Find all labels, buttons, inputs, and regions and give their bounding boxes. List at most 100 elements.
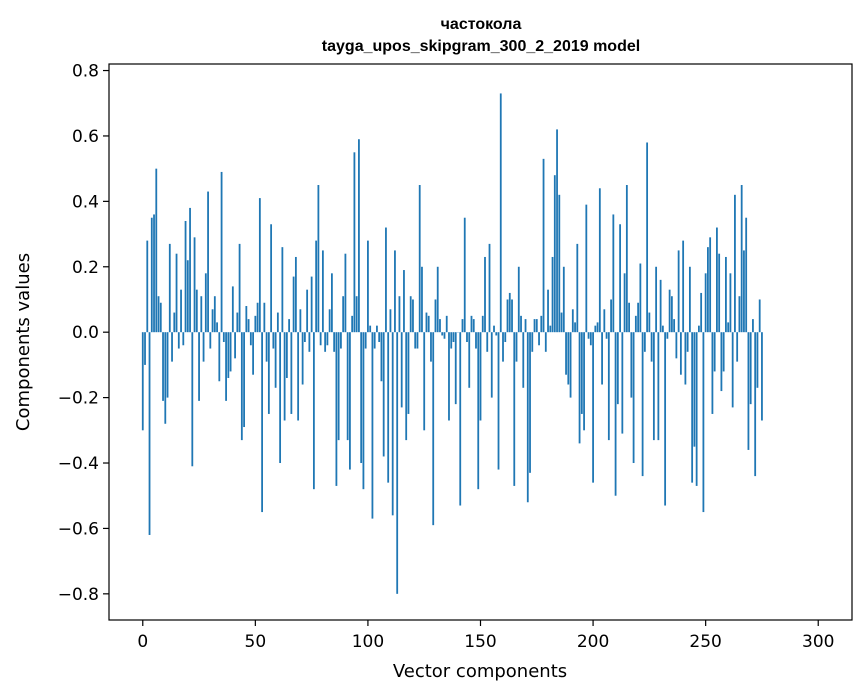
bar xyxy=(146,240,149,333)
bar xyxy=(598,188,601,333)
bar xyxy=(270,224,273,333)
bar xyxy=(756,332,759,388)
bar xyxy=(648,312,651,333)
bar xyxy=(695,332,698,486)
bar xyxy=(657,332,660,441)
bar xyxy=(355,296,358,333)
bar xyxy=(484,256,486,333)
bar xyxy=(466,332,468,342)
bar xyxy=(556,129,558,333)
bar xyxy=(150,217,153,333)
y-tick-label: −0.2 xyxy=(58,389,99,409)
bar xyxy=(553,175,556,333)
bar xyxy=(346,332,349,441)
bar xyxy=(450,332,453,349)
bar xyxy=(749,332,752,405)
bar xyxy=(279,332,282,464)
bar xyxy=(511,299,513,333)
bar xyxy=(549,325,552,333)
bar xyxy=(538,332,540,346)
bar xyxy=(713,332,716,372)
bar xyxy=(292,276,295,333)
bar xyxy=(619,224,621,333)
bar xyxy=(171,332,173,362)
bar xyxy=(533,319,536,333)
y-tick-label: −0.8 xyxy=(58,585,99,605)
bar xyxy=(718,253,721,333)
bar xyxy=(331,273,333,333)
bar xyxy=(659,279,662,333)
bar xyxy=(677,250,680,333)
bar xyxy=(562,266,565,333)
bar xyxy=(610,299,612,333)
bar xyxy=(274,332,277,388)
bar xyxy=(535,319,538,333)
bar xyxy=(524,319,527,333)
bar xyxy=(153,214,155,333)
bar xyxy=(254,315,257,333)
bar xyxy=(754,332,757,477)
bar xyxy=(200,296,203,333)
bar xyxy=(643,332,646,352)
bar xyxy=(333,332,336,352)
bar xyxy=(157,296,160,333)
bar xyxy=(216,322,218,333)
bar xyxy=(166,332,169,398)
bar xyxy=(479,332,482,421)
bar xyxy=(412,299,414,333)
bar xyxy=(376,325,378,333)
bar xyxy=(321,250,324,333)
bar xyxy=(436,266,439,333)
bar xyxy=(294,256,297,333)
bar xyxy=(682,240,685,333)
bar xyxy=(252,332,254,375)
bar xyxy=(576,243,579,333)
bar xyxy=(716,227,718,333)
bar xyxy=(650,332,653,362)
bar xyxy=(249,332,252,346)
bar xyxy=(621,332,624,434)
bar xyxy=(607,332,610,441)
bar xyxy=(515,332,518,362)
bar xyxy=(394,250,396,333)
x-tick-label: 200 xyxy=(577,632,609,652)
bar xyxy=(675,332,678,359)
bar xyxy=(337,332,340,441)
bar xyxy=(443,332,446,339)
bar xyxy=(605,332,608,339)
bar xyxy=(225,332,227,401)
chart-title: частокола xyxy=(441,16,522,33)
bar xyxy=(589,332,592,346)
x-tick-label: 0 xyxy=(137,632,148,652)
bar xyxy=(634,315,637,333)
bar xyxy=(371,332,374,519)
bar xyxy=(164,332,167,424)
bar xyxy=(204,273,207,333)
bar xyxy=(326,332,329,346)
bar xyxy=(175,253,178,333)
bar xyxy=(603,309,606,333)
bar xyxy=(414,332,417,349)
bar xyxy=(666,332,669,339)
bar xyxy=(155,168,158,333)
bar xyxy=(707,247,709,333)
bar xyxy=(560,312,563,333)
bar xyxy=(506,299,509,333)
bar xyxy=(353,152,356,333)
bar xyxy=(475,332,477,349)
bar xyxy=(189,207,191,333)
x-axis-ticks: 0 50 100 150 200 250 300 xyxy=(137,620,834,652)
bar xyxy=(441,332,444,336)
bar xyxy=(349,332,351,470)
x-axis-label: Vector components xyxy=(393,661,567,682)
bar xyxy=(283,332,286,421)
bar xyxy=(263,302,266,333)
bar xyxy=(159,302,162,333)
bar xyxy=(596,322,599,333)
y-tick-label: 0.0 xyxy=(72,323,99,343)
bar xyxy=(180,289,182,333)
bar xyxy=(477,332,480,490)
bar xyxy=(722,332,725,372)
bar xyxy=(630,332,633,398)
bar xyxy=(400,332,403,408)
